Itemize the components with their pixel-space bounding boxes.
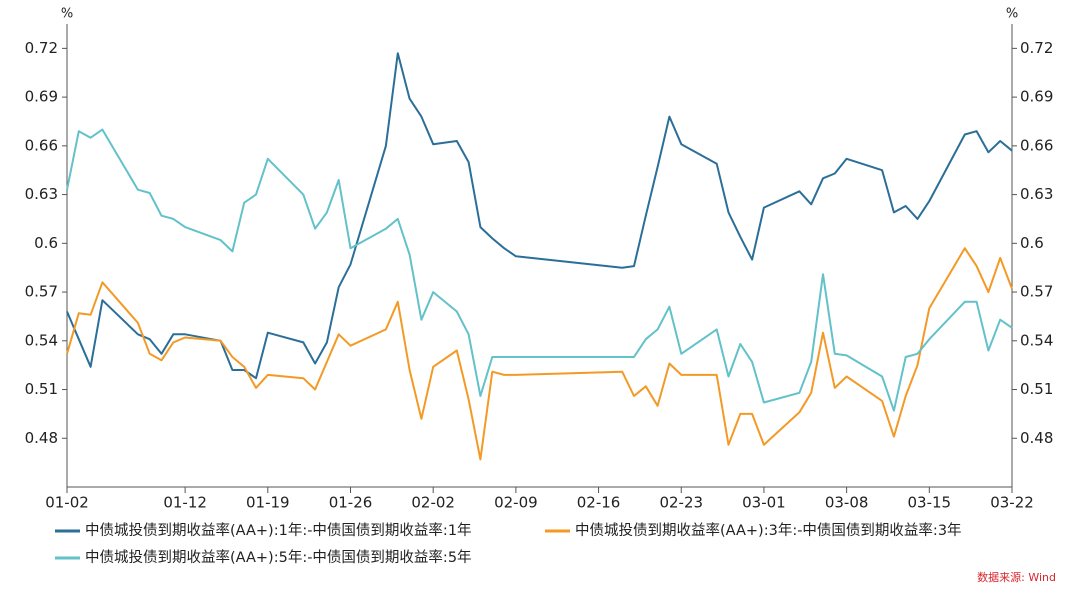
y2-tick-label: 0.57 <box>1020 283 1053 301</box>
x-tick-label: 03-08 <box>825 494 869 512</box>
y2-tick-label: 0.66 <box>1020 136 1053 154</box>
x-tick-label: 01-26 <box>329 494 373 512</box>
y2-tick-label: 0.69 <box>1020 88 1053 106</box>
x-tick-label: 01-12 <box>163 494 207 512</box>
y2-tick-label: 0.48 <box>1020 429 1053 447</box>
y2-tick-label: 0.51 <box>1020 380 1053 398</box>
series-line <box>66 128 1013 412</box>
y2-tick-label: 0.63 <box>1020 185 1053 203</box>
y-tick-label: 0.72 <box>25 39 58 57</box>
x-tick-label: 03-01 <box>742 494 786 512</box>
y2-tick-label: 0.6 <box>1020 234 1044 252</box>
x-tick-label: 01-02 <box>45 494 89 512</box>
y-tick-label: 0.63 <box>25 185 58 203</box>
x-tick-label: 02-02 <box>411 494 455 512</box>
y-tick-label: 0.51 <box>25 380 58 398</box>
x-tick-label: 01-19 <box>246 494 290 512</box>
x-tick-label: 03-22 <box>990 494 1034 512</box>
y-tick-label: 0.6 <box>34 234 58 252</box>
series-line <box>66 52 1013 380</box>
y2-tick-label: 0.54 <box>1020 331 1053 349</box>
x-tick-label: 02-09 <box>494 494 538 512</box>
y-axis-unit: % <box>61 7 73 22</box>
x-tick-label: 02-23 <box>659 494 703 512</box>
legend-label: 中债城投债到期收益率(AA+):1年:-中债国债到期收益率:1年 <box>85 522 472 539</box>
source-note: 数据来源: Wind <box>977 570 1056 584</box>
x-tick-label: 02-16 <box>577 494 621 512</box>
y-tick-label: 0.57 <box>25 283 58 301</box>
y2-tick-label: 0.72 <box>1020 39 1053 57</box>
series-line <box>66 247 1013 461</box>
y-tick-label: 0.69 <box>25 88 58 106</box>
legend-label: 中债城投债到期收益率(AA+):5年:-中债国债到期收益率:5年 <box>85 549 472 566</box>
y2-axis-unit: % <box>1006 7 1018 22</box>
legend-label: 中债城投债到期收益率(AA+):3年:-中债国债到期收益率:3年 <box>575 522 962 539</box>
y-tick-label: 0.54 <box>25 331 58 349</box>
y-tick-label: 0.66 <box>25 136 58 154</box>
x-tick-label: 03-15 <box>908 494 952 512</box>
y-tick-label: 0.48 <box>25 429 58 447</box>
